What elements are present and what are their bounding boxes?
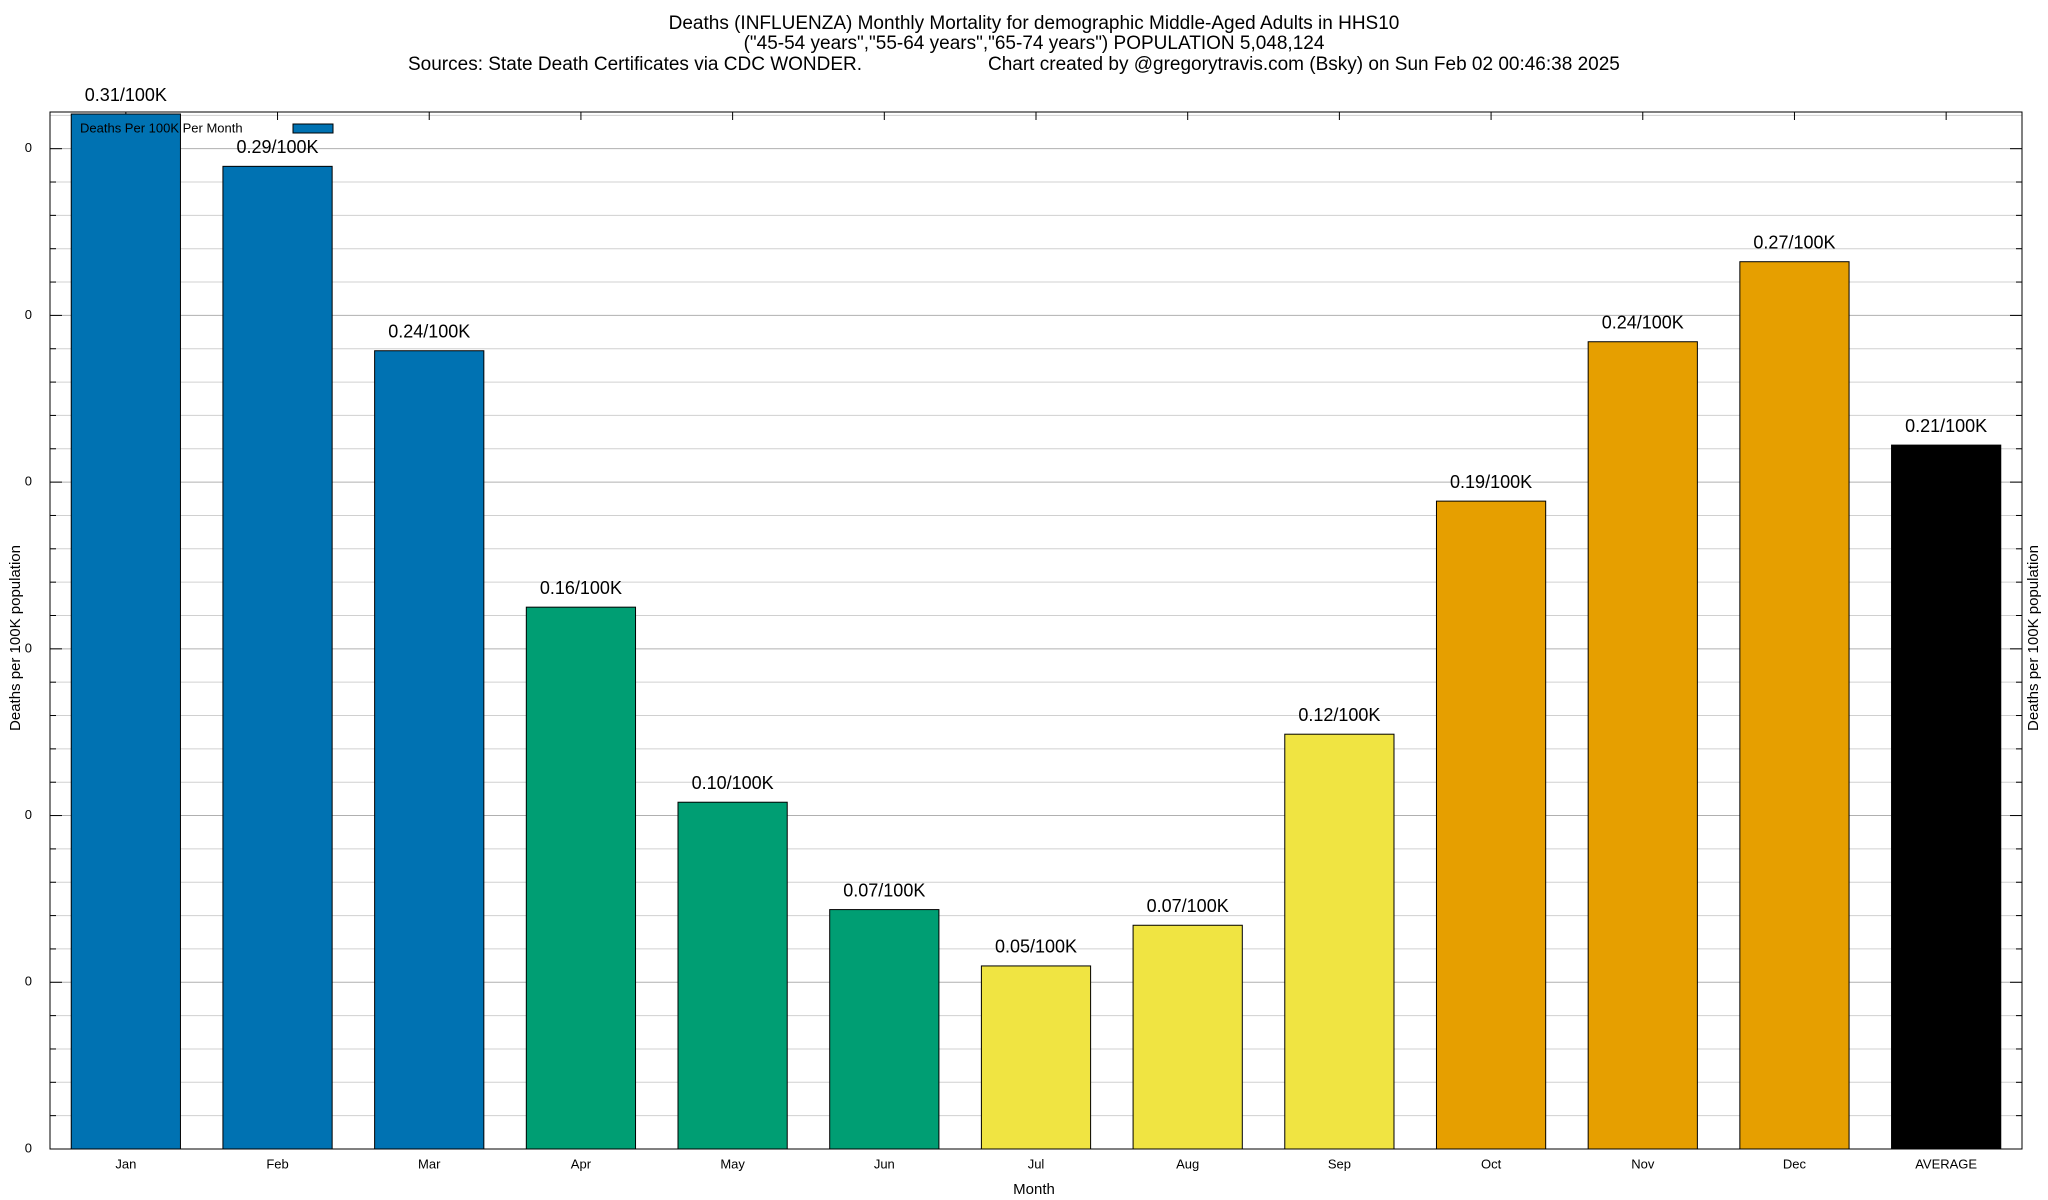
x-tick-label: Aug: [1176, 1156, 1199, 1171]
value-label: 0.05/100K: [995, 937, 1077, 957]
value-label: 0.19/100K: [1450, 472, 1532, 492]
y-tick-label: 0: [25, 474, 32, 489]
value-label: 0.31/100K: [85, 85, 167, 105]
value-label: 0.07/100K: [843, 880, 925, 900]
value-label: 0.07/100K: [1147, 896, 1229, 916]
y-tick-label: 0: [25, 640, 32, 655]
legend-swatch: [292, 123, 334, 134]
value-label: 0.16/100K: [540, 578, 622, 598]
y-tick-label: 0: [25, 807, 32, 822]
y-tick-label: 0: [25, 140, 32, 155]
x-tick-label: Feb: [266, 1156, 288, 1171]
x-tick-label: Sep: [1328, 1156, 1351, 1171]
value-label: 0.27/100K: [1753, 232, 1835, 252]
y-tick-label: 0: [25, 974, 32, 989]
x-axis-label: Month: [1013, 1181, 1055, 1198]
bar: [70, 113, 181, 1150]
x-tick-label: AVERAGE: [1915, 1156, 1977, 1171]
bar: [1739, 261, 1850, 1150]
plot-frame: [49, 111, 2023, 1150]
value-label: 0.10/100K: [692, 773, 774, 793]
y-tick-label: 0: [25, 1140, 32, 1155]
legend-label: Deaths Per 100K Per Month: [80, 120, 243, 135]
bar: [222, 165, 333, 1150]
value-label: 0.12/100K: [1298, 705, 1380, 725]
bar: [1132, 924, 1243, 1150]
bar: [1284, 733, 1395, 1150]
x-tick-label: Apr: [571, 1156, 592, 1171]
x-tick-label: Dec: [1783, 1156, 1807, 1171]
value-label: 0.29/100K: [236, 137, 318, 157]
bar: [677, 801, 788, 1150]
bar: [1587, 341, 1698, 1150]
y2-axis-label: Deaths per 100K population: [2025, 545, 2042, 731]
y-axis-label: Deaths per 100K population: [7, 545, 24, 731]
bar: [1435, 500, 1547, 1150]
bar: [980, 965, 1092, 1150]
bar: [1891, 444, 2002, 1150]
bar: [374, 350, 485, 1150]
y-tick-label: 0: [25, 307, 32, 322]
chart-subtitle: ("45-54 years","55-64 years","65-74 year…: [744, 33, 1325, 54]
value-label: 0.24/100K: [1602, 312, 1684, 332]
source: Sources: State Death Certificates via CD…: [408, 54, 862, 75]
credit: Chart created by @gregorytravis.com (Bsk…: [988, 54, 1620, 75]
x-tick-label: Oct: [1481, 1156, 1502, 1171]
bar: [525, 606, 637, 1150]
x-tick-label: Jan: [115, 1156, 136, 1171]
x-tick-label: Nov: [1631, 1156, 1655, 1171]
value-label: 0.21/100K: [1905, 416, 1987, 436]
x-tick-label: Jul: [1028, 1156, 1045, 1171]
x-tick-label: Mar: [418, 1156, 441, 1171]
chart-title: Deaths (INFLUENZA) Monthly Mortality for…: [669, 13, 1400, 34]
x-tick-label: May: [720, 1156, 745, 1171]
x-tick-label: Jun: [874, 1156, 895, 1171]
bar: [829, 909, 940, 1150]
value-label: 0.24/100K: [388, 321, 470, 341]
